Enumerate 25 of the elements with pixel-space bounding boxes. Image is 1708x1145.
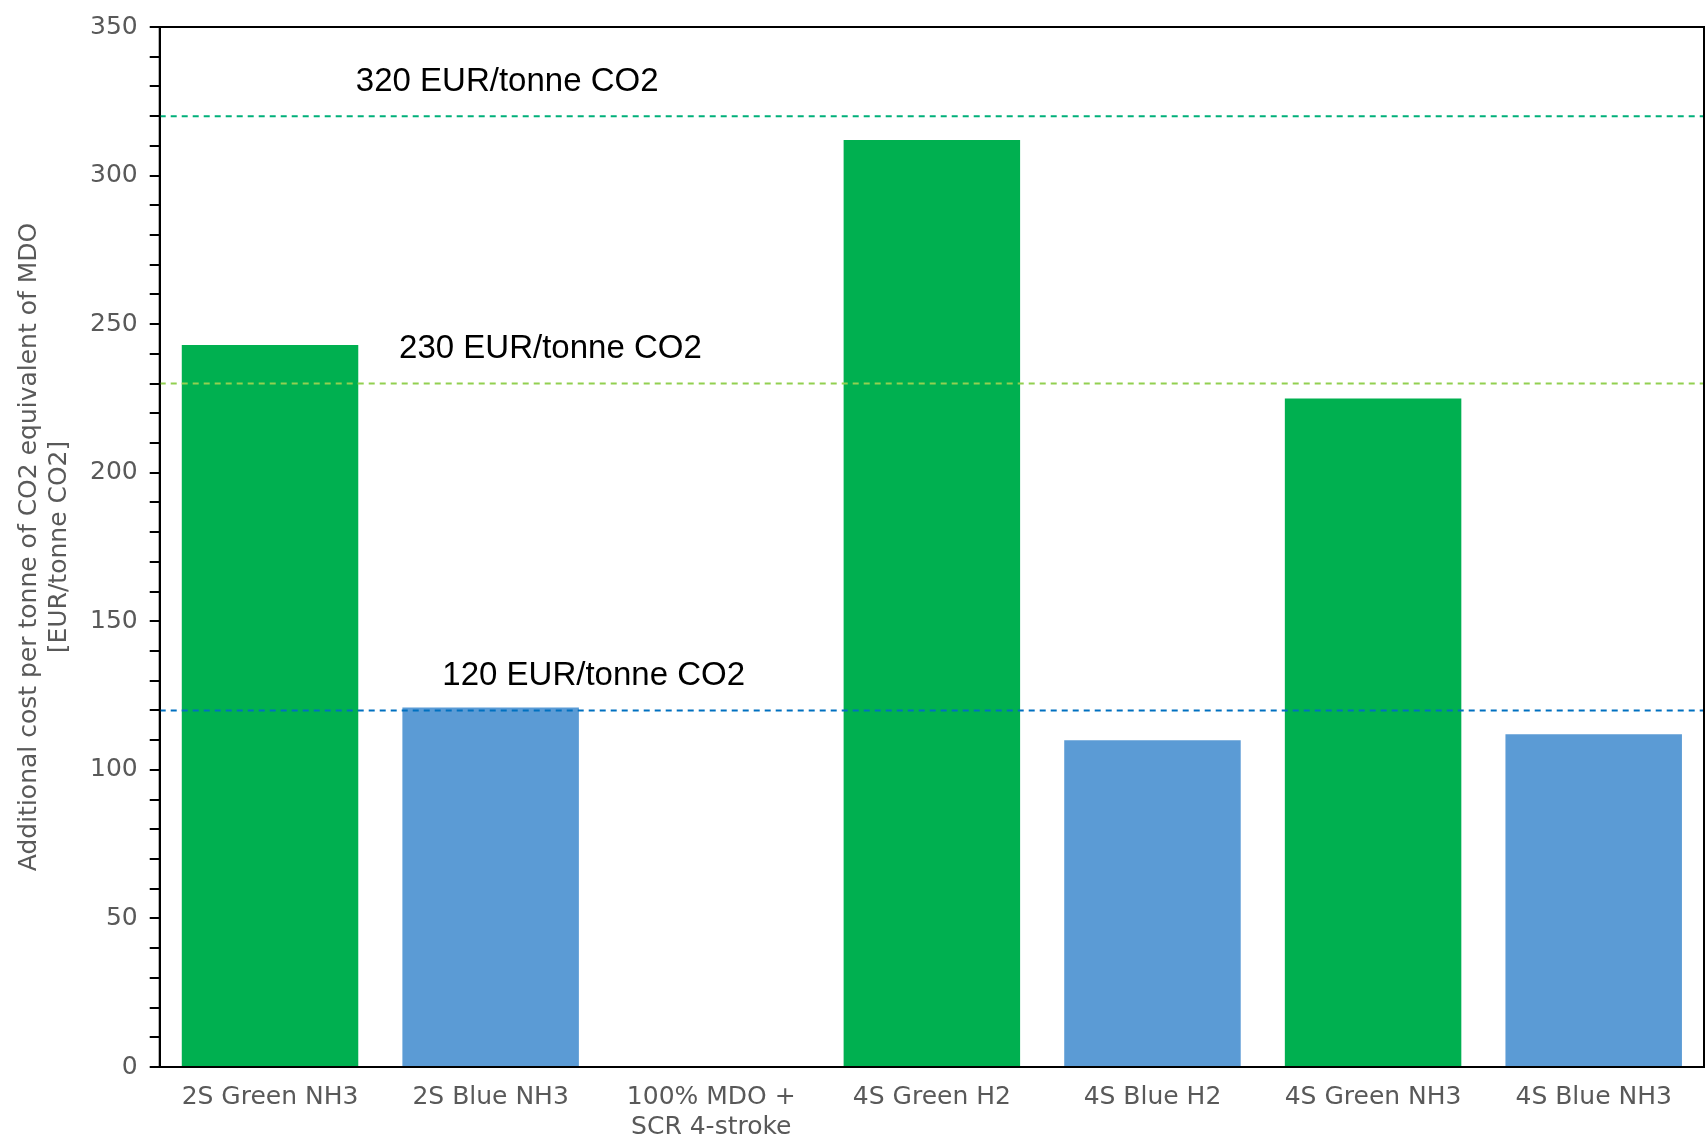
- bar: [1064, 740, 1241, 1066]
- x-tick-label: 4S Blue NH3: [1515, 1080, 1672, 1110]
- x-tick-label: 100% MDO + SCR 4-stroke: [626, 1080, 796, 1140]
- y-tick-label: 350: [90, 10, 138, 40]
- bar: [1284, 398, 1462, 1066]
- y-tick-label: 200: [90, 456, 138, 486]
- y-tick-label: 100: [90, 753, 138, 783]
- x-tick-label: 4S Green H2: [852, 1080, 1011, 1110]
- ref-line-label: 230 EUR/tonne CO2: [399, 328, 702, 366]
- y-tick-label: 150: [90, 604, 138, 634]
- bar: [181, 344, 359, 1066]
- y-tick-label: 0: [121, 1050, 138, 1080]
- bar: [843, 139, 1021, 1066]
- ref-line-label: 320 EUR/tonne CO2: [355, 60, 659, 98]
- x-tick-label: 4S Blue H2: [1083, 1080, 1222, 1110]
- y-tick-label: 250: [90, 307, 138, 337]
- y-tick-label: 50: [105, 901, 138, 931]
- ref-line-label: 120 EUR/tonne CO2: [442, 655, 745, 693]
- bar: [402, 707, 579, 1066]
- x-tick-label: 2S Blue NH3: [412, 1080, 569, 1110]
- y-tick-label: 300: [90, 159, 138, 189]
- x-tick-label: 2S Green NH3: [181, 1080, 359, 1110]
- y-axis-title: Additional cost per tonne of CO2 equivalent of MDO [EUR/tonne CO2]: [12, 222, 72, 872]
- x-tick-label: 4S Green NH3: [1284, 1080, 1462, 1110]
- bar: [1505, 734, 1682, 1066]
